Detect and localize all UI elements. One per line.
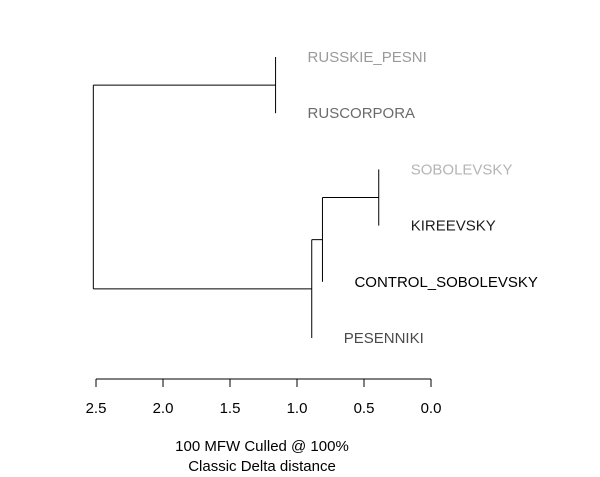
axis-tick-label-1: 2.0 — [153, 400, 174, 417]
distance-axis: 2.5 2.0 1.5 1.0 0.5 0.0 — [86, 378, 442, 417]
leaf-label-kireevsky: KIREEVSKY — [411, 218, 496, 235]
axis-ticks: 2.5 2.0 1.5 1.0 0.5 0.0 — [86, 379, 442, 417]
leaf-labels: RUSSKIE_PESNI RUSCORPORA SOBOLEVSKY KIREEVS… — [308, 49, 538, 347]
footer-mfw-label: 100 MFW Culled @ 100% — [175, 438, 349, 455]
footer-distance-label: Classic Delta distance — [188, 458, 336, 475]
dendrogram-branches — [92, 57, 380, 338]
axis-tick-label-2: 1.5 — [220, 400, 241, 417]
axis-tick-label-4: 0.5 — [354, 400, 375, 417]
leaf-label-control_sobolevsky: CONTROL_SOBOLEVSKY — [354, 274, 537, 291]
leaf-label-sobolevsky: SOBOLEVSKY — [411, 161, 513, 178]
leaf-label-russkie_pesni: RUSSKIE_PESNI — [308, 49, 427, 66]
axis-tick-label-3: 1.0 — [287, 400, 308, 417]
axis-tick-label-5: 0.0 — [421, 400, 442, 417]
leaf-label-pesenniki: PESENNIKI — [344, 330, 424, 347]
axis-tick-label-0: 2.5 — [86, 400, 107, 417]
leaf-label-ruscorpora: RUSCORPORA — [308, 105, 416, 122]
